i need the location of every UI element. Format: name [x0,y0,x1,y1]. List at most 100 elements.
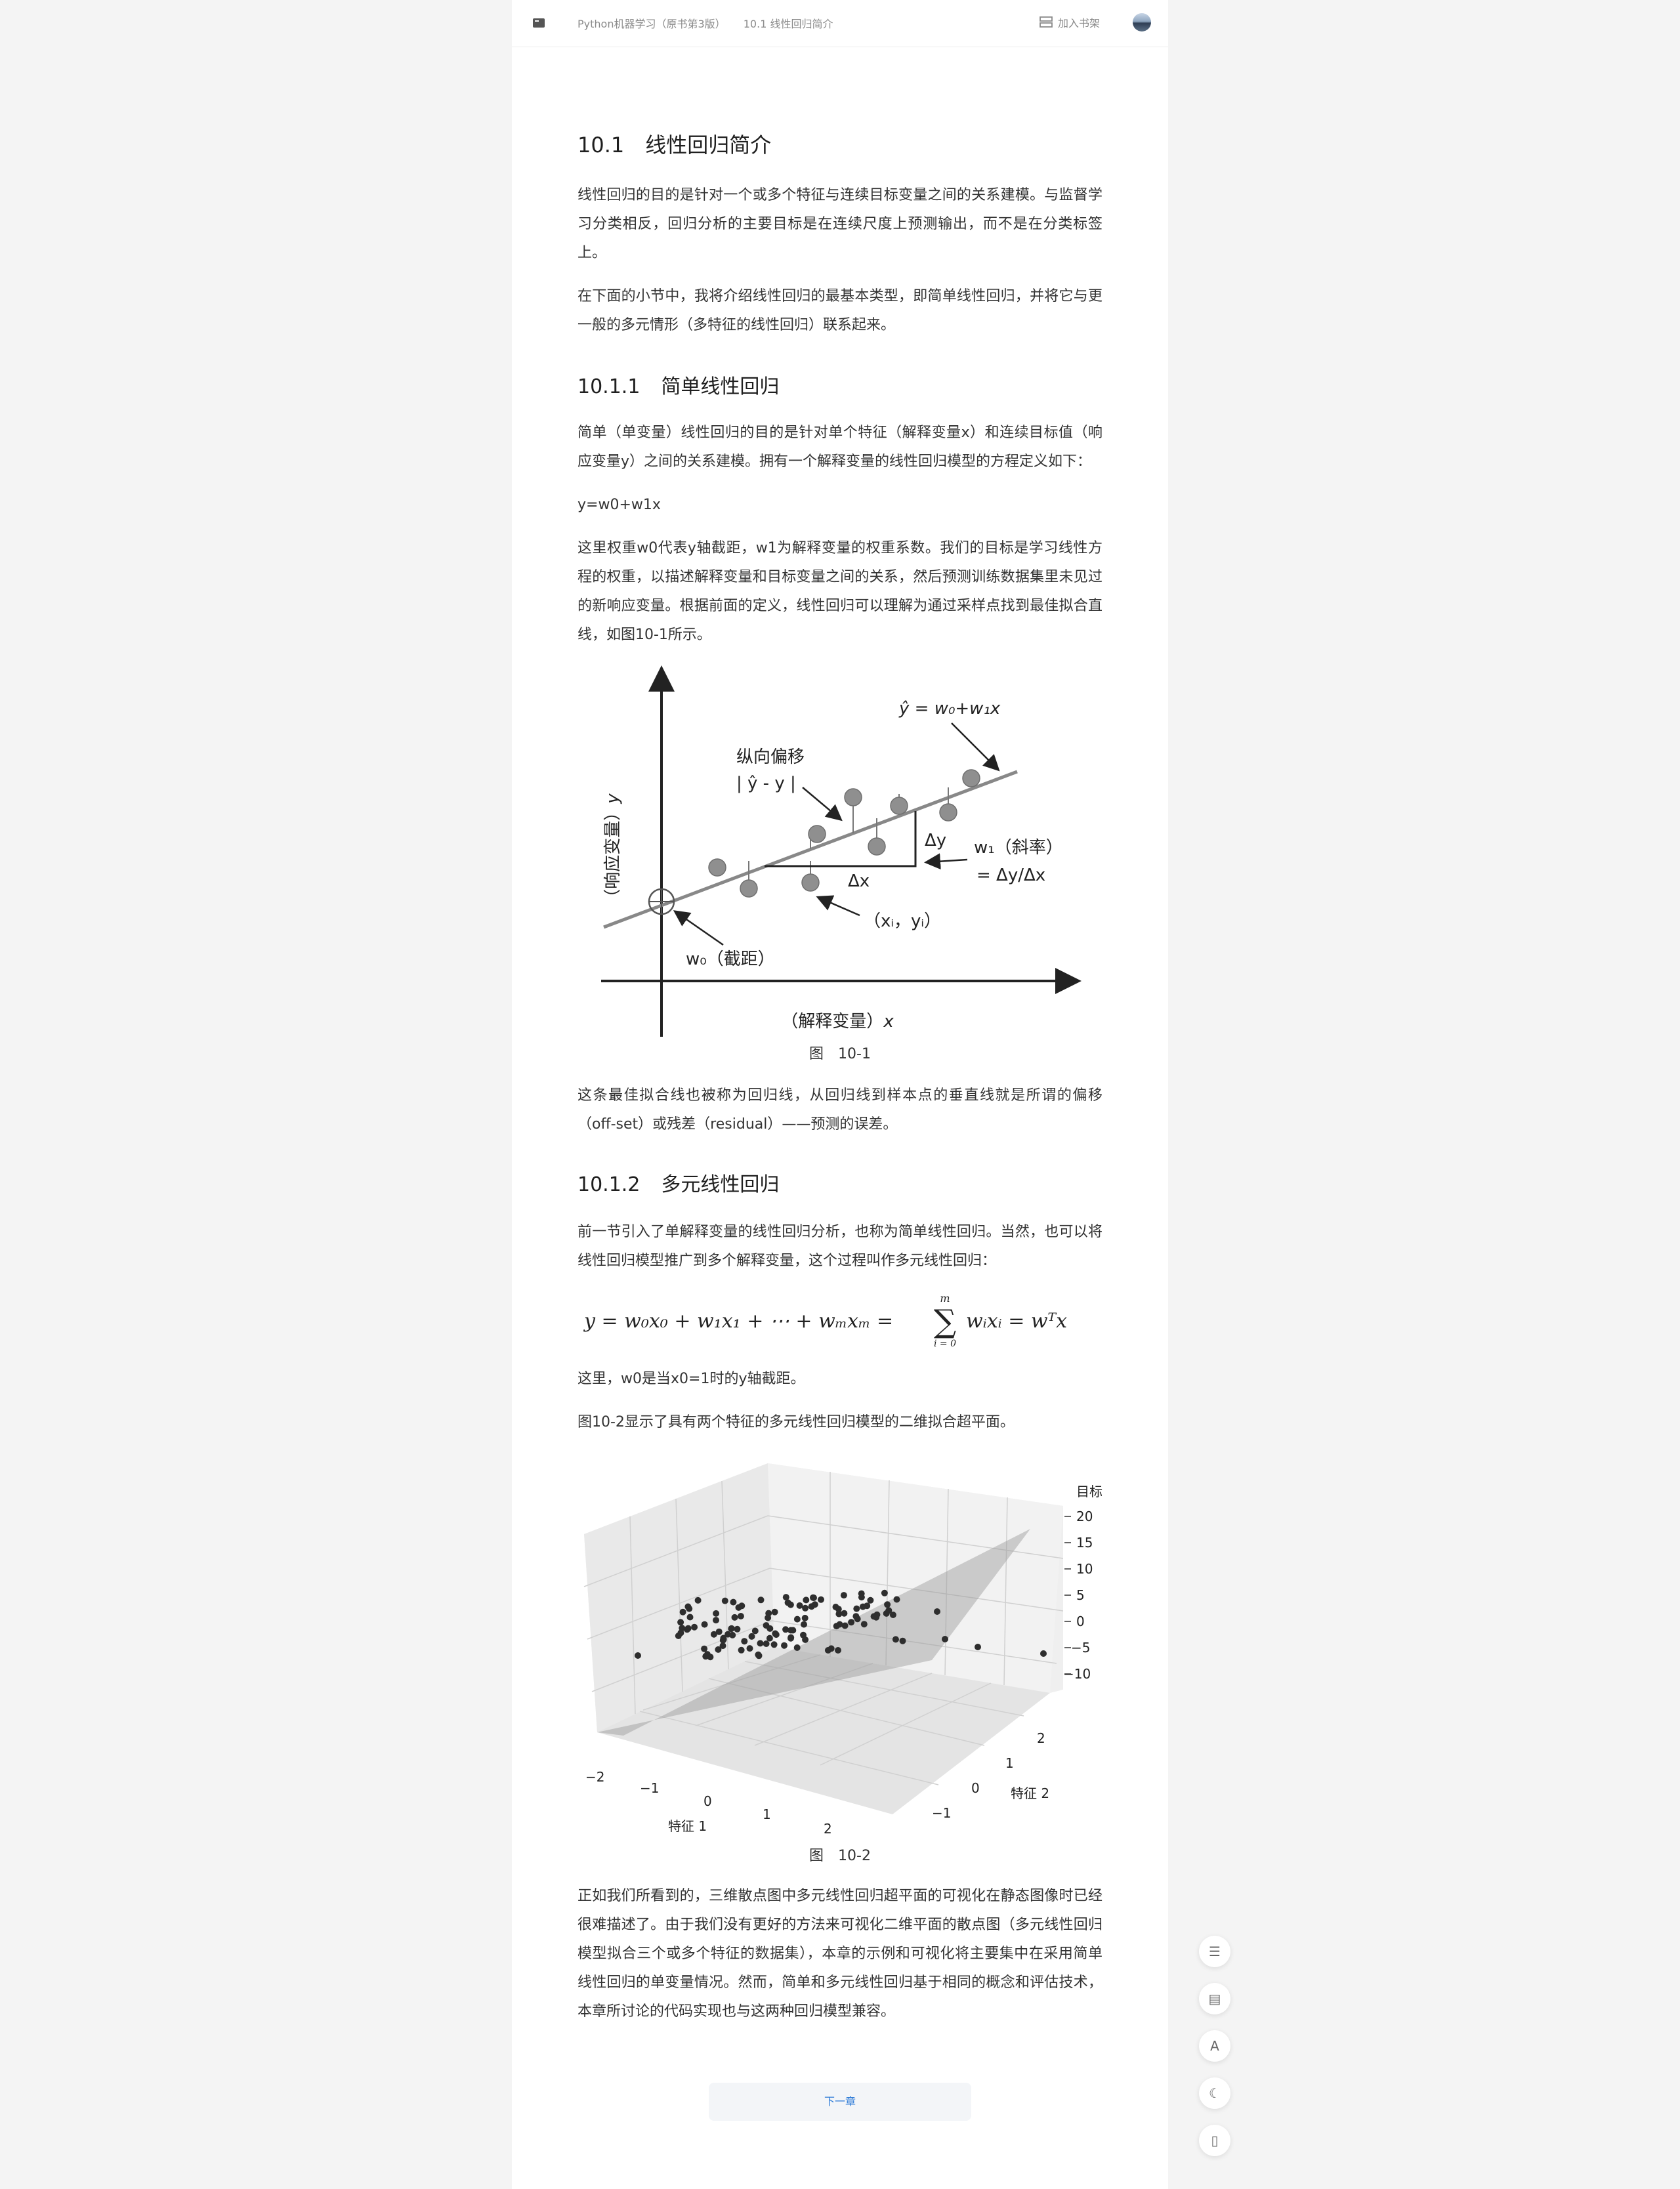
paragraph: 线性回归的目的是针对一个或多个特征与连续目标变量之间的关系建模。与监督学习分类相… [578,187,1102,261]
font-settings-button[interactable]: A [1199,2030,1230,2062]
scatter-point [741,1638,748,1645]
svg-text:（响应变量）y: （响应变量）y [603,793,623,906]
scatter-points [635,1589,1047,1661]
scatter-point [854,1616,861,1623]
x-axis-label: 特征 1 [668,1818,707,1834]
scatter-point [701,1621,708,1628]
chapter-crumb: 10.1 线性回归简介 [743,18,833,30]
scatter-point [729,1631,736,1638]
scatter-point [788,1627,795,1634]
scatter-point [835,1647,841,1654]
scatter-point [757,1596,765,1604]
subsection-heading: 10.1.1 简单线性回归 [578,370,779,399]
regression-formula: ŷ = w₀+w₁x [898,699,1001,719]
z-tick: 5 [1076,1587,1085,1603]
night-mode-button[interactable]: ☾ [1199,2077,1230,2109]
y-tick: 1 [1005,1755,1014,1771]
paragraph: 这里，w0是当x0=1时的y轴截距。 [578,1371,805,1387]
scatter-point [781,1642,788,1649]
slope-arrow [924,853,968,870]
sample-point [740,879,758,898]
subsection-title: 简单线性回归 [661,375,780,398]
x-tick: 2 [824,1821,832,1837]
section-number: 10.1 [578,133,625,157]
paragraph: 简单（单变量）线性回归的目的是针对单个特征（解释变量x）和连续目标值（响应变量y… [578,425,1102,470]
sample-point [890,797,908,815]
sample-point [801,873,820,892]
y-axis-label: （响应变量）y [603,793,623,906]
scatter-point [893,1596,900,1603]
scatter-point [679,1625,686,1632]
add-to-shelf-button[interactable]: 加入书架 [1040,14,1100,30]
scatter-point [763,1622,770,1629]
z-tick: 10 [1076,1561,1093,1577]
scatter-point [787,1601,794,1608]
sample-point [939,803,957,822]
y-axis-ticks: −1 0 1 2 [932,1730,1045,1821]
add-to-shelf-label: 加入书架 [1058,17,1101,30]
scatter-point [802,1604,809,1612]
offset-formula: | ŷ - y | [736,774,796,793]
z-axis-ticks: 20 15 10 5 0 −5 −10 [1063,1509,1093,1682]
scatter-point [801,1614,808,1621]
scatter-point [836,1621,843,1628]
scatter-point [828,1645,835,1652]
catalog-icon[interactable] [532,16,546,30]
sample-point [708,858,726,877]
multiple-regression-formula: y = w₀x₀ + w₁x₁ + ⋯ + wₘxₘ = m ∑ i = 0 w… [583,1292,1067,1349]
x-tick: 1 [763,1806,771,1822]
book-title[interactable]: Python机器学习（原书第3版） [578,18,726,30]
scatter-point [715,1628,723,1635]
scatter-point [684,1603,692,1610]
regression-plane [597,1529,1030,1736]
slope-formula: = Δy/Δx [976,865,1045,885]
paragraph: 图10-2显示了具有两个特征的多元线性回归模型的二维拟合超平面。 [578,1414,1015,1430]
x-tick: 0 [704,1793,712,1809]
comment-button[interactable]: ▤ [1199,1983,1230,2014]
reader-page: Python机器学习（原书第3版） 10.1 线性回归简介 加入书架 10.1 线… [512,0,1168,2189]
scatter-point [942,1636,948,1642]
scatter-point [719,1642,726,1650]
formula-lhs: y = w₀x₀ + w₁x₁ + ⋯ + wₘxₘ = [583,1310,893,1333]
bookshelf-icon [1040,16,1053,28]
figure-caption: 图 10-1 [809,1046,871,1062]
comment-icon: ▤ [1208,1991,1221,2007]
scatter-point [757,1640,764,1647]
scatter-point [766,1635,773,1642]
sample-points [708,769,980,898]
scatter-point [975,1644,981,1650]
toc-button[interactable]: ☰ [1199,1936,1230,1967]
scatter-point [635,1652,641,1659]
scatter-point [694,1596,702,1604]
scatter-point [899,1637,906,1644]
y-tick: 2 [1037,1730,1045,1746]
next-chapter-button[interactable]: 下一章 [709,2083,971,2121]
subsection-number: 10.1.1 [578,375,640,398]
sample-point [868,837,886,856]
scatter-point [772,1630,779,1637]
y-tick: 0 [971,1780,980,1796]
scatter-point [734,1625,741,1633]
phone-reading-button[interactable]: ▯ [1199,2125,1230,2156]
avatar[interactable] [1133,13,1151,31]
z-axis-label: 目标 [1076,1484,1102,1499]
x-axis-ticks: −2 −1 0 1 2 [585,1769,832,1837]
scatter-point [715,1646,722,1653]
scatter-point [889,1612,896,1618]
phone-icon: ▯ [1211,2133,1219,2148]
paragraph: 正如我们所看到的，三维散点图中多元线性回归超平面的可视化在静态图像时已经很难描述… [578,1888,1102,2020]
delta-x-label: Δx [848,871,870,891]
scatter-point [704,1651,711,1658]
sample-point [844,788,862,806]
font-icon: A [1210,2038,1219,2054]
y-tick: −1 [932,1805,951,1821]
scatter-point [808,1603,815,1610]
scatter-point [796,1602,803,1609]
slope-label: w₁（斜率） [974,838,1063,858]
scatter-point [800,1631,807,1638]
point-arrow [816,895,860,917]
scatter-point [748,1633,755,1640]
scatter-point [793,1616,801,1623]
scatter-point [691,1623,698,1631]
scatter-point [867,1596,874,1604]
